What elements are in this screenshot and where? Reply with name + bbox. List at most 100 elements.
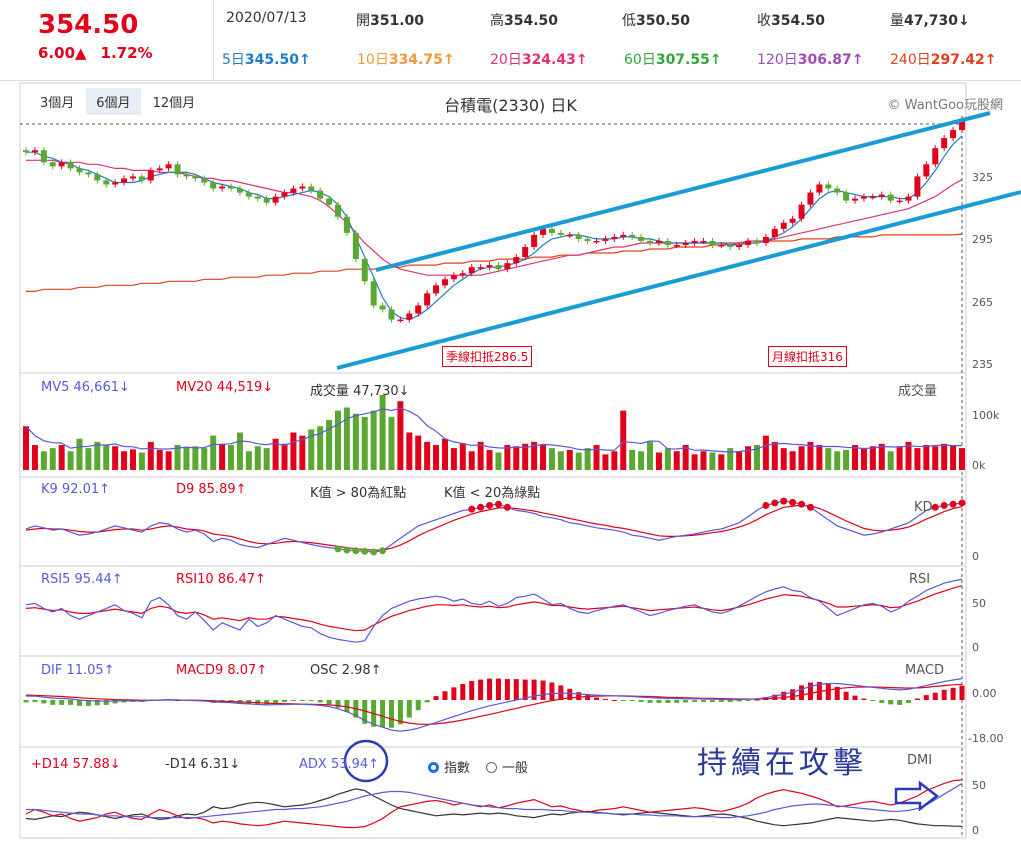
candle-body [121, 178, 128, 183]
volume-bar [406, 432, 413, 470]
candle-body [807, 192, 814, 205]
osc-bar [602, 699, 608, 701]
volume-bar [58, 445, 65, 470]
osc-bar [790, 689, 796, 700]
macd-tick-0: 0.00 [972, 687, 997, 700]
vol-tick-0k: 0k [972, 459, 986, 472]
candle-body [67, 162, 74, 169]
volume-bar [843, 450, 850, 470]
candle-body [290, 188, 297, 193]
osc-bar [629, 700, 635, 701]
ma5-line [26, 135, 963, 321]
candle-body [932, 148, 939, 165]
osc-bar [888, 700, 894, 705]
candle-body [174, 164, 181, 175]
candle-body [655, 240, 662, 243]
volume-bar [566, 450, 573, 470]
candle-body [103, 180, 110, 185]
high-value: 高354.50 [490, 13, 559, 29]
candle-body [138, 176, 145, 181]
osc-bar [335, 700, 341, 708]
chart-frame [19, 82, 967, 839]
candle-body [522, 247, 529, 258]
volume-bar [504, 445, 511, 470]
candle-body [540, 228, 547, 235]
candle-body [379, 305, 386, 310]
volume-panel-name: 成交量 [898, 384, 938, 399]
candle-body [887, 194, 894, 201]
candle-body [459, 273, 466, 276]
candle-body [691, 240, 698, 243]
osc-bar [754, 699, 760, 701]
candle-body [673, 244, 680, 247]
d9-line [25, 504, 963, 551]
candle-body [254, 196, 261, 199]
tab-3-months[interactable]: 3個月 [40, 96, 75, 111]
candle-body [201, 178, 208, 183]
candle-body [727, 244, 734, 247]
tab-12-months[interactable]: 12個月 [152, 96, 196, 111]
volume-bar [718, 454, 725, 470]
mv20-label: MV20 44,519↓ [176, 380, 274, 395]
kd-red-dot [789, 498, 797, 506]
header-divider [213, 0, 214, 80]
ma10-value: 10日334.75↑ [357, 52, 455, 68]
volume-bar [950, 445, 957, 470]
kd-red-dot [503, 503, 511, 511]
osc-bar [380, 700, 386, 728]
macd-tick-neg18: -18.00 [968, 732, 1004, 745]
radio-index[interactable]: 指數 [428, 757, 470, 776]
osc-bar [932, 692, 938, 700]
volume-bar [771, 441, 778, 470]
volume-bar [468, 451, 475, 470]
osc-bar [397, 700, 403, 725]
volume-bar [67, 451, 74, 470]
mv5-label: MV5 46,661↓ [41, 380, 130, 395]
volume-bar [76, 438, 83, 470]
volume-bar [762, 435, 769, 470]
volume-bar [664, 448, 671, 470]
osc-bar [718, 700, 724, 702]
radio-general[interactable]: 一般 [486, 757, 528, 776]
volume-bar [129, 449, 136, 470]
osc-bar [299, 700, 305, 701]
volume-bar [896, 446, 903, 470]
candle-body [941, 138, 948, 149]
candle-body [700, 240, 707, 243]
volume-bar [495, 452, 502, 470]
candle-body [415, 305, 422, 314]
candle-body [736, 244, 743, 247]
kd-green-dot [343, 546, 351, 554]
volume-bar [780, 448, 787, 470]
candle-body [950, 130, 957, 139]
volume-bar [860, 448, 867, 470]
volume-bar [548, 448, 555, 470]
rsi5-line [25, 578, 963, 643]
kd-red-dot [780, 497, 788, 505]
osc-bar [112, 700, 118, 704]
candle-body [593, 240, 600, 243]
candle-body [129, 176, 136, 179]
volume-bar [700, 451, 707, 470]
candle-body [753, 240, 760, 243]
osc-bar [852, 695, 858, 700]
kd-red-dot [958, 499, 966, 507]
osc-bar [781, 691, 787, 700]
osc-bar [32, 700, 38, 702]
volume-bar [611, 451, 618, 470]
osc-bar [308, 700, 314, 701]
candle-body [299, 186, 306, 189]
rsi5-label: RSI5 95.44↑ [41, 572, 123, 587]
osc-bar [522, 679, 528, 700]
candle-body [602, 238, 609, 241]
osc-bar [59, 700, 65, 705]
osc-bar [709, 700, 715, 702]
change-percent: 1.72% [100, 44, 153, 62]
volume-bar [869, 446, 876, 470]
candle-body [923, 164, 930, 177]
osc-bar [567, 688, 573, 700]
volume-bar [575, 452, 582, 470]
volume-bar [486, 450, 493, 470]
candle-body [183, 174, 190, 177]
tab-6-months[interactable]: 6個月 [86, 88, 141, 115]
